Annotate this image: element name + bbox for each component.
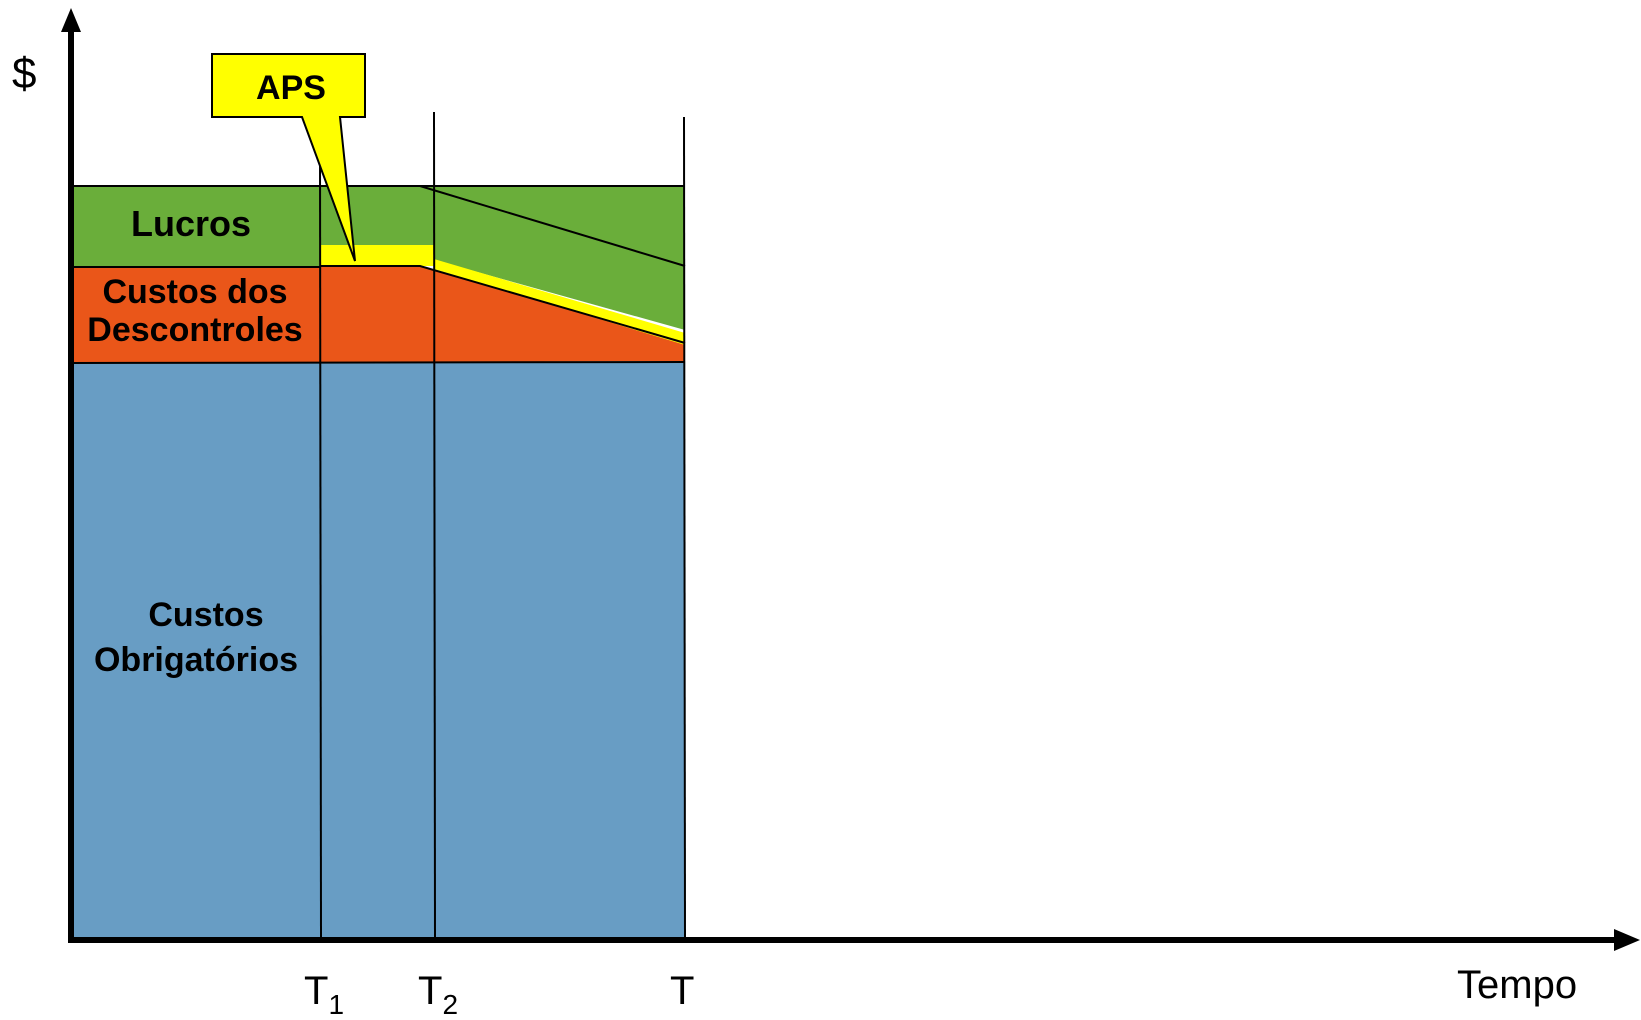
x-axis-label: Tempo bbox=[1457, 963, 1577, 1007]
t-base: T bbox=[670, 969, 694, 1013]
descontroles-label-line2: Descontroles bbox=[87, 311, 302, 349]
lucros-area bbox=[72, 186, 685, 330]
aps-callout-label: APS bbox=[256, 69, 326, 107]
y-axis-arrow bbox=[61, 8, 81, 32]
aps-callout-bubble bbox=[211, 53, 366, 262]
axes bbox=[61, 8, 1640, 951]
t-line bbox=[683, 116, 686, 939]
lucros-label: Lucros bbox=[131, 203, 251, 244]
t1-sub: 1 bbox=[328, 989, 344, 1020]
aps-strip bbox=[320, 245, 685, 345]
t1-base: T bbox=[304, 969, 328, 1013]
t2-label: T2 bbox=[418, 969, 458, 1020]
obrigatorios-label-line2: Obrigatórios bbox=[94, 641, 298, 679]
t-label: T bbox=[670, 969, 694, 1013]
descontroles-label-line1: Custos dos bbox=[102, 273, 287, 311]
y-axis-label: $ bbox=[12, 49, 36, 98]
obrigatorios-label-line1: Custos bbox=[148, 596, 263, 634]
x-axis-arrow bbox=[1614, 929, 1640, 951]
custos-descontroles-area bbox=[72, 266, 685, 363]
time-marker-lines bbox=[319, 111, 686, 939]
t1-label: T1 bbox=[304, 969, 344, 1020]
t2-sub: 2 bbox=[442, 989, 458, 1020]
custos-obrigatorios-area bbox=[72, 361, 685, 938]
t2-line bbox=[433, 111, 436, 939]
aps-callout: APS bbox=[211, 53, 366, 262]
boundary-lines bbox=[71, 185, 686, 364]
t2-base: T bbox=[418, 969, 442, 1013]
t1-line bbox=[319, 149, 322, 939]
